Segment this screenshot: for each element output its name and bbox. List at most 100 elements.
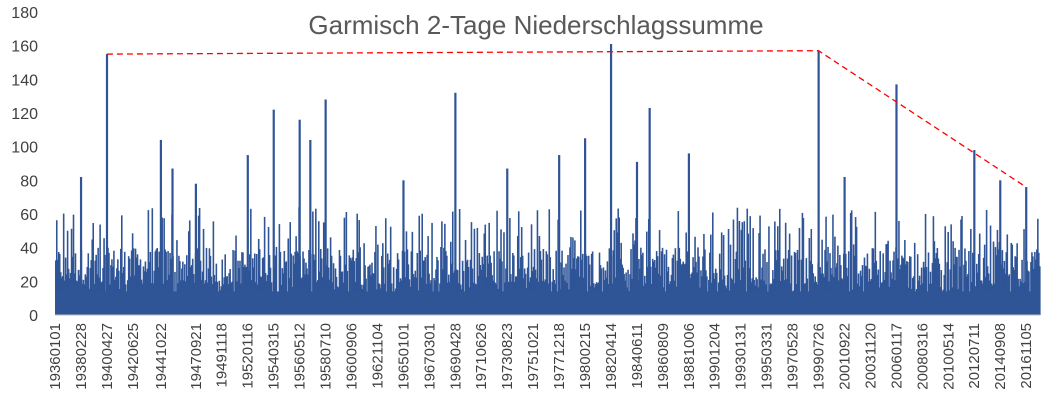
bar [835,267,837,315]
x-tick-label: 20120711 [966,323,983,389]
peak-bar [324,99,327,315]
bar [580,259,583,315]
bar [70,228,73,315]
bar [839,254,841,315]
bar [920,267,923,315]
bar [352,249,355,315]
peak-bar [402,180,405,315]
bar [563,267,565,315]
bar [443,247,445,315]
bar [732,219,735,315]
bar [641,255,643,315]
bar [574,240,576,315]
bar [357,252,359,315]
bar [224,254,226,315]
bar [873,262,876,315]
bar [709,252,711,315]
bar [761,267,763,315]
bar [351,257,354,315]
bar [901,255,903,315]
bar [617,208,620,315]
bar [1021,259,1023,315]
bar [947,231,949,315]
bar [113,250,115,315]
bar [678,247,681,315]
bar [972,252,974,315]
bar [283,251,286,315]
bar [667,266,670,315]
bar [997,249,1000,315]
bar [925,267,928,315]
bar [996,229,999,315]
bar [959,266,961,315]
bar [653,260,656,315]
bar [956,256,958,315]
bar [938,263,941,315]
bar [630,249,632,315]
bar [496,210,498,315]
bar [844,253,847,315]
bar [952,241,954,315]
bar [187,231,190,315]
bar-baseline [55,291,1040,315]
peak-bar [635,161,639,315]
bar [694,236,696,315]
x-tick-label: 19670301 [421,323,438,390]
bar [632,233,634,315]
bar [983,244,986,315]
y-axis: 0 20 40 60 80 100 120 140 160 180 [11,5,38,325]
bar [569,247,571,315]
bar [832,214,834,315]
bar [621,264,623,315]
bar [834,236,836,315]
bar [148,261,151,315]
bar [348,255,351,315]
bar [285,261,288,315]
bar [319,248,322,315]
bar [387,263,390,315]
bar [602,267,605,315]
bar [864,265,867,315]
bar [1014,256,1016,315]
bar [478,253,481,315]
bar [794,252,797,315]
bar [995,255,998,315]
peak-bar [298,119,301,315]
bar [821,239,823,315]
bar [744,260,747,315]
bar [131,233,134,315]
bar [519,257,522,315]
bar [123,251,126,315]
bar [598,252,601,315]
bar [811,264,814,315]
bar [655,251,658,315]
bar [849,212,852,315]
bar [127,256,130,315]
bar [548,209,551,315]
bar [697,247,699,315]
bar [111,259,113,315]
bar [622,267,624,315]
bar [581,253,584,315]
bar [646,231,648,315]
x-tick-label: 19491118 [214,323,231,388]
bar [382,243,384,315]
bar [292,255,294,315]
bar [313,254,315,315]
peak-bar [973,150,976,315]
bar [545,251,548,315]
bar [720,232,723,315]
bar [396,253,399,315]
bar [727,229,730,315]
bar [388,259,391,315]
bar [710,234,712,315]
x-tick-label: 19860809 [655,323,672,390]
bar [121,215,123,315]
bar [658,230,661,315]
bar [970,228,972,315]
bar [158,251,161,315]
bar [729,244,732,315]
peak-bar [105,54,109,315]
bar [242,252,244,315]
